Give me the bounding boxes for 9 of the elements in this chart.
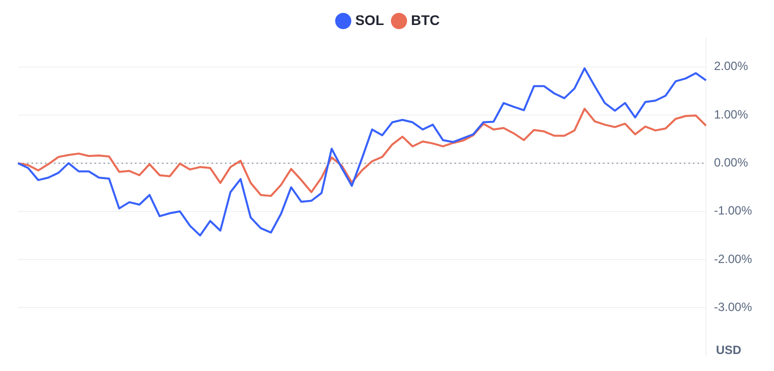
text: USD: [716, 342, 742, 357]
y-tick-label: 2.00%: [714, 59, 748, 74]
y-tick-label: -2.00%: [714, 252, 752, 266]
y-tick-label: 0.00%: [714, 156, 748, 170]
legend-label: BTC: [411, 12, 440, 28]
y-tick-label: 1.00%: [714, 107, 748, 122]
y-tick-label: -1.00%: [714, 204, 752, 218]
y-tick-label: -3.00%: [714, 300, 752, 314]
legend-label: SOL: [355, 12, 384, 28]
